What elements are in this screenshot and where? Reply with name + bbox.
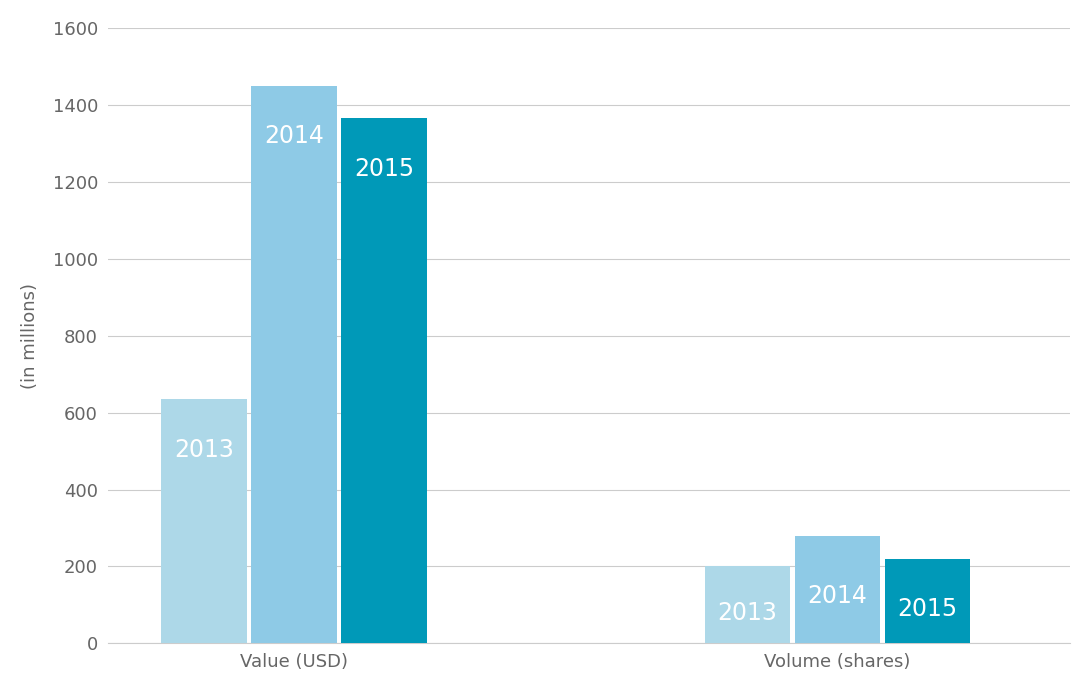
Text: 2014: 2014 xyxy=(264,124,324,148)
Bar xyxy=(161,399,247,644)
Bar xyxy=(341,118,427,644)
Bar xyxy=(794,536,880,644)
Text: 2014: 2014 xyxy=(807,584,867,608)
Text: 2013: 2013 xyxy=(175,437,233,462)
Text: 2015: 2015 xyxy=(355,156,415,181)
Text: 2013: 2013 xyxy=(718,601,777,625)
Y-axis label: (in millions): (in millions) xyxy=(21,282,39,389)
Bar xyxy=(705,567,790,644)
Bar xyxy=(251,86,337,644)
Text: 2015: 2015 xyxy=(897,597,958,621)
Bar xyxy=(885,559,970,644)
